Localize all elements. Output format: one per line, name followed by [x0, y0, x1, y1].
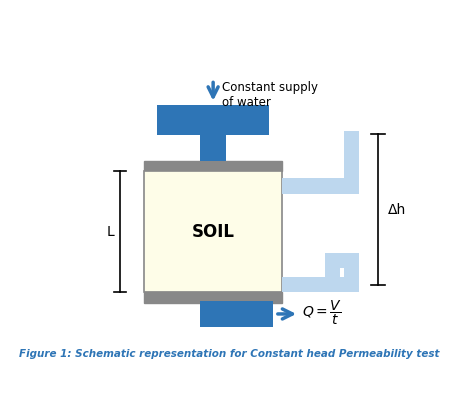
- Text: Δh: Δh: [388, 203, 407, 217]
- FancyBboxPatch shape: [157, 105, 269, 135]
- FancyBboxPatch shape: [344, 131, 359, 194]
- Text: SOIL: SOIL: [192, 223, 235, 241]
- Text: Figure 1: Schematic representation for Constant head Permeability test: Figure 1: Schematic representation for C…: [19, 348, 440, 359]
- Text: L: L: [106, 225, 114, 239]
- FancyBboxPatch shape: [200, 135, 226, 161]
- FancyBboxPatch shape: [145, 171, 282, 293]
- FancyBboxPatch shape: [145, 293, 282, 303]
- FancyBboxPatch shape: [200, 303, 226, 327]
- FancyBboxPatch shape: [282, 178, 359, 194]
- FancyBboxPatch shape: [344, 268, 359, 293]
- Text: $Q = \dfrac{V}{t}$: $Q = \dfrac{V}{t}$: [302, 299, 343, 327]
- FancyBboxPatch shape: [145, 161, 282, 171]
- Text: Constant supply
of water: Constant supply of water: [222, 81, 318, 109]
- FancyBboxPatch shape: [325, 253, 340, 293]
- FancyBboxPatch shape: [325, 253, 359, 268]
- FancyBboxPatch shape: [282, 277, 359, 293]
- FancyBboxPatch shape: [200, 301, 273, 327]
